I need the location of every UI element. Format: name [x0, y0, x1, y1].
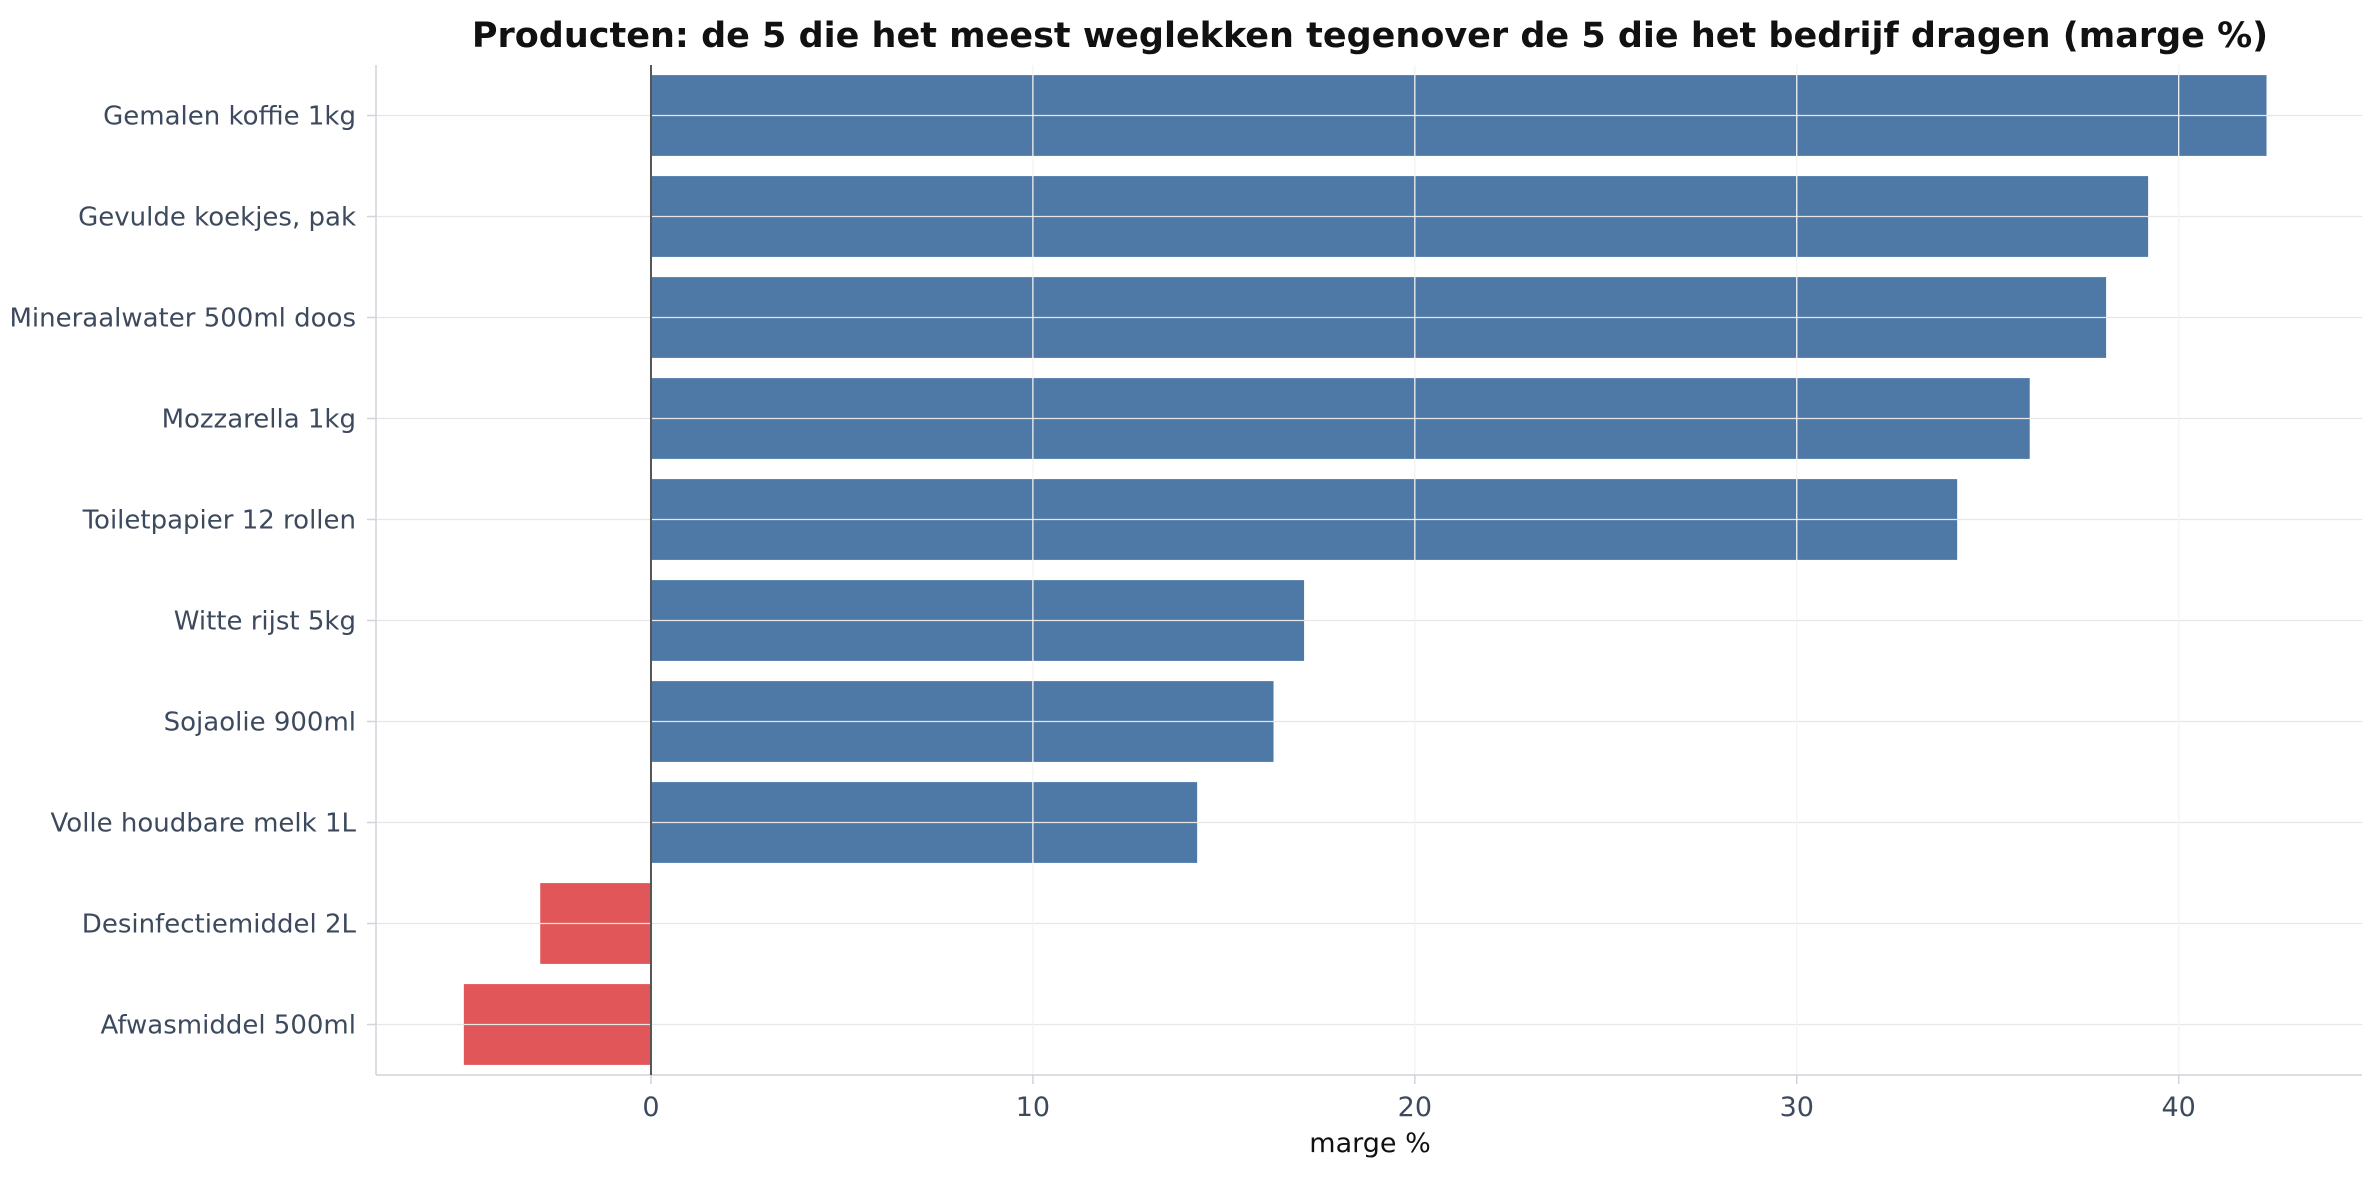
category-label: Toiletpapier 12 rollen [82, 506, 356, 536]
axes [367, 65, 2362, 1084]
category-label: Gevulde koekjes, pak [78, 203, 356, 233]
category-label: Gemalen koffie 1kg [103, 102, 356, 132]
category-label: Witte rijst 5kg [174, 607, 356, 637]
x-tick-labels: 0 10 20 30 40 [642, 1092, 2195, 1123]
x-axis-label: marge % [1309, 1128, 1430, 1159]
x-tick-label: 30 [1780, 1092, 1814, 1123]
x-tick-label: 20 [1398, 1092, 1432, 1123]
x-tick-label: 0 [642, 1092, 659, 1123]
category-label: Sojaolie 900ml [164, 708, 356, 738]
category-label: Volle houdbare melk 1L [51, 809, 357, 839]
category-label: Mineraalwater 500ml doos [9, 304, 356, 334]
x-tick-label: 40 [2161, 1092, 2195, 1123]
bars [463, 75, 2267, 1065]
category-label: Desinfectiemiddel 2L [82, 910, 357, 940]
category-labels: Gemalen koffie 1kg Gevulde koekjes, pak Mi… [9, 102, 356, 1041]
chart-title: Producten: de 5 die het meest weglekken … [472, 16, 2268, 56]
category-label: Mozzarella 1kg [162, 405, 356, 435]
category-label: Afwasmiddel 500ml [100, 1011, 356, 1041]
gridlines [376, 65, 2362, 1075]
x-tick-label: 10 [1016, 1092, 1050, 1123]
